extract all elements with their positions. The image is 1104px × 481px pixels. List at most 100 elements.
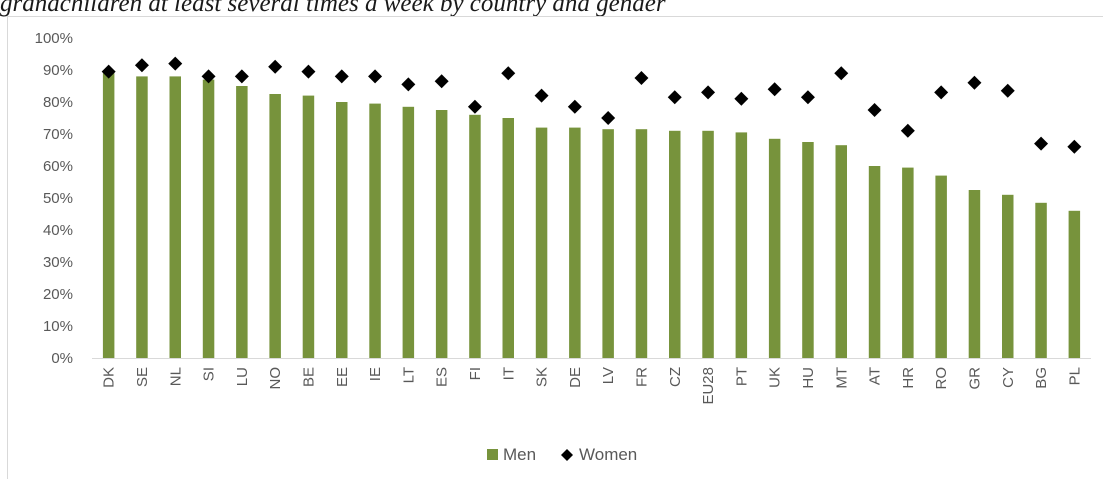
marker-women-fi [467, 99, 482, 114]
bar-men-ie [369, 103, 381, 358]
bar-men-fi [469, 114, 481, 358]
legend-women-label: Women [579, 445, 637, 464]
x-tick-label: DK [101, 367, 118, 388]
x-tick-label: SK [534, 367, 551, 387]
marker-women-gr [967, 75, 982, 90]
marker-women-be [301, 64, 316, 79]
bar-men-no [269, 94, 281, 358]
marker-women-bg [1034, 136, 1049, 151]
marker-women-lv [601, 111, 616, 125]
bar-men-nl [169, 76, 181, 359]
y-tick-label: 100% [35, 30, 73, 47]
x-tick-label: LV [600, 367, 617, 384]
bar-men-hu [802, 142, 814, 358]
women-markers [101, 56, 1082, 154]
y-tick-label: 40% [43, 222, 73, 239]
bar-men-lu [236, 86, 248, 358]
x-tick-label: EE [334, 367, 351, 387]
marker-women-ie [368, 69, 383, 84]
bar-men-fr [635, 129, 648, 358]
bar-men-it [502, 118, 514, 358]
x-tick-label: CZ [667, 367, 684, 387]
marker-women-fr [634, 71, 649, 85]
x-tick-label: RO [933, 367, 950, 390]
marker-women-lt [401, 77, 416, 92]
marker-women-es [434, 74, 449, 89]
x-tick-label: PL [1066, 367, 1083, 385]
x-tick-label: NL [167, 367, 184, 386]
x-axis: DK SE NL SI LU NO BE EE IE LT ES FI IT SK DE LV FR CZ EU28… [101, 367, 1084, 405]
bar-men-eu28 [702, 130, 714, 358]
marker-women-cz [667, 90, 682, 105]
marker-women-pl [1067, 139, 1082, 154]
y-tick-label: 20% [43, 286, 73, 303]
bar-men-lv [602, 129, 614, 358]
x-tick-label: EU28 [700, 367, 717, 405]
x-tick-label: BG [1033, 367, 1050, 389]
marker-women-no [268, 59, 283, 74]
bar-men-be [302, 95, 315, 358]
marker-women-ee [334, 69, 349, 84]
bar-men-dk [102, 73, 115, 358]
y-tick-label: 10% [43, 318, 73, 335]
bar-men-cz [669, 130, 681, 358]
x-tick-label: CY [1000, 367, 1017, 388]
bar-men-gr [968, 190, 981, 358]
x-tick-label: HU [800, 367, 817, 389]
bar-men-ro [935, 175, 947, 358]
x-tick-label: FR [633, 367, 650, 387]
marker-women-nl [168, 56, 183, 71]
marker-women-se [134, 58, 149, 73]
marker-women-pt [734, 91, 749, 106]
chart-caption: grandchildren at least several times a w… [0, 0, 666, 17]
y-tick-label: 30% [43, 254, 73, 271]
x-tick-label: HR [900, 367, 917, 389]
x-tick-label: LT [400, 367, 417, 383]
x-tick-label: PT [733, 367, 750, 386]
marker-women-lu [234, 69, 249, 84]
marker-women-dk [101, 64, 116, 79]
y-axis: 0% 10% 20% 30% 40% 50% 60% 70% 80% 90% 100% [35, 30, 73, 367]
x-tick-label: UK [767, 367, 784, 388]
marker-women-sk [534, 88, 549, 103]
bar-men-lt [402, 106, 415, 358]
marker-women-it [501, 66, 516, 81]
legend: Men Women [487, 445, 637, 464]
x-tick-label: DE [567, 367, 584, 388]
y-tick-label: 90% [43, 62, 73, 79]
bar-men-pl [1068, 210, 1081, 358]
x-tick-label: SI [201, 367, 218, 381]
bar-men-cy [1002, 194, 1014, 358]
bar-men-pt [735, 132, 748, 358]
y-tick-label: 60% [43, 158, 73, 175]
bar-men-ee [336, 102, 348, 358]
x-tick-label: LU [234, 367, 251, 386]
bar-men-mt [835, 145, 847, 358]
chart-frame [7, 16, 1103, 479]
marker-women-uk [767, 82, 782, 97]
x-tick-label: AT [867, 367, 884, 385]
x-tick-label: IE [367, 367, 384, 381]
x-tick-label: SE [134, 367, 151, 387]
legend-men-swatch [487, 449, 498, 460]
legend-women-marker [561, 449, 573, 461]
x-tick-label: FI [467, 367, 484, 380]
marker-women-cy [1000, 83, 1015, 98]
marker-women-at [867, 103, 882, 117]
y-tick-label: 70% [43, 126, 73, 143]
marker-women-de [567, 99, 582, 114]
x-tick-label: ES [434, 367, 451, 387]
y-tick-label: 50% [43, 190, 73, 207]
bar-men-de [569, 127, 581, 358]
bar-men-bg [1035, 202, 1047, 358]
y-tick-label: 0% [51, 350, 73, 367]
marker-women-si [201, 69, 216, 84]
marker-women-hr [900, 123, 915, 138]
y-tick-label: 80% [43, 94, 73, 111]
marker-women-ro [934, 85, 949, 100]
bar-men-si [202, 79, 215, 358]
legend-men-label: Men [503, 445, 536, 464]
bar-men-es [435, 110, 448, 358]
x-tick-label: BE [300, 367, 317, 387]
